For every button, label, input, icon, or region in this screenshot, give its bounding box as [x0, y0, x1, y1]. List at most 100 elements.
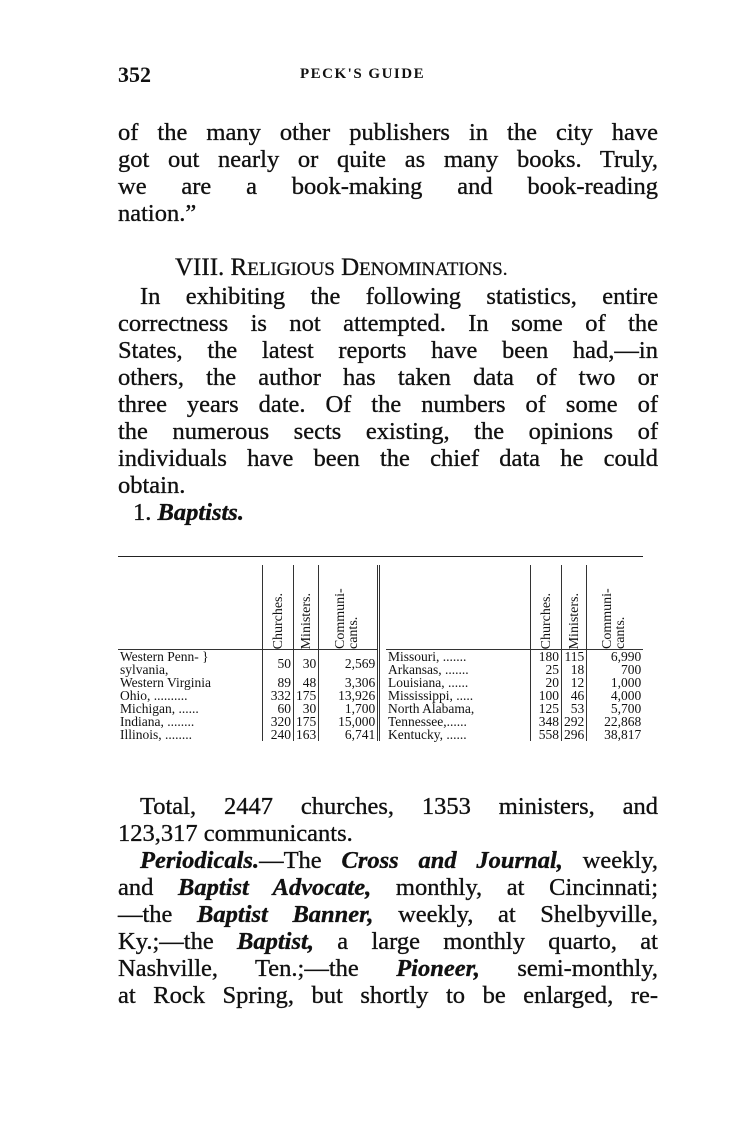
page-number: 352: [118, 62, 151, 87]
table-row: Arkansas, ....... 25 18 700: [386, 662, 644, 677]
table-top-rule: [118, 556, 643, 557]
churches-value: 240: [262, 728, 294, 741]
state-name: Ohio, ..........: [120, 688, 188, 703]
heading-word: ELIGIOUS: [247, 259, 335, 280]
table-row: Louisiana, ...... 20 12 1,000: [386, 676, 644, 689]
text-line: of the many other publishers in the city…: [118, 119, 658, 146]
state-name: Illinois, ........: [120, 727, 193, 742]
ministers-value: 48: [292, 676, 319, 689]
table-row: Ohio, .......... 332 175 13,926: [118, 688, 381, 703]
table-row: Tennessee,...... 348 292 22,868: [386, 714, 644, 729]
subheading-number: 1.: [133, 499, 152, 526]
ministers-value: 53: [560, 702, 587, 715]
table-row: Mississippi, ..... 100 46 4,000: [386, 689, 644, 702]
state-name: Indiana, ........: [120, 714, 195, 729]
text-line: Nashville, Ten.;—the Pioneer, semi-month…: [118, 955, 658, 982]
communicants-value: 22,868: [586, 715, 644, 728]
churches-value: 25: [530, 663, 562, 676]
text-line: Ky.;—the Baptist, a large monthly quarto…: [118, 928, 658, 955]
ministers-value: 18: [560, 663, 587, 676]
ministers-value: 292: [560, 715, 587, 728]
communicants-value: 2,569: [318, 649, 381, 676]
ministers-value: 296: [560, 728, 587, 741]
table-row: North Alabama, 125 53 5,700: [386, 701, 644, 716]
text-line: three years date. Of the numbers of some…: [118, 391, 658, 418]
heading-cap: D: [341, 254, 360, 281]
communicants-value: 1,000: [586, 676, 644, 689]
text-line: 123,317 communicants.: [118, 820, 353, 847]
state-name: Kentucky, ......: [388, 727, 467, 742]
communicants-value: 38,817: [586, 728, 644, 741]
ministers-value: 115: [560, 649, 587, 663]
subheading: 1. Baptists.: [133, 499, 673, 526]
text-line: Periodicals.—The Cross and Journal, week…: [140, 847, 658, 874]
col-ministers: Ministers.: [292, 565, 319, 650]
header-blank: [386, 565, 531, 650]
subheading-title: Baptists.: [157, 499, 244, 526]
ministers-value: 30: [292, 649, 319, 676]
communicants-value: 3,306: [318, 676, 381, 689]
churches-value: 558: [530, 728, 562, 741]
churches-value: 50: [262, 649, 294, 676]
state-name: Western Virginia: [120, 675, 211, 690]
text-line: and Baptist Advocate, monthly, at Cincin…: [118, 874, 658, 901]
ministers-value: 175: [292, 715, 319, 728]
col-churches: Churches.: [530, 565, 562, 650]
heading-word: ENOMINATIONS.: [359, 259, 508, 280]
heading-cap: R: [230, 254, 248, 281]
running-head: PECK'S GUIDE: [300, 66, 426, 82]
col-communicants: Communi-cants.: [586, 565, 644, 650]
churches-value: 320: [262, 715, 294, 728]
text-line: others, the author has taken data of two…: [118, 364, 658, 391]
text-line: got out nearly or quite as many books. T…: [118, 146, 658, 173]
baptist-table-left: Churches. Ministers. Communi-cants. West…: [118, 565, 381, 742]
text-line: individuals have been the chief data he …: [118, 445, 658, 472]
communicants-value: 5,700: [586, 702, 644, 715]
text-line: obtain.: [118, 472, 186, 499]
text-line: States, the latest reports have been had…: [118, 337, 658, 364]
col-ministers: Ministers.: [560, 565, 587, 650]
churches-value: 348: [530, 715, 562, 728]
table-row: Illinois, ........ 240 163 6,741: [118, 727, 381, 742]
churches-value: 60: [262, 702, 294, 715]
ministers-value: 163: [292, 728, 319, 741]
communicants-value: 700: [586, 663, 644, 676]
table-row: Western Virginia 89 48 3,306: [118, 675, 381, 690]
text-line: we are a book-making and book-reading: [118, 173, 658, 200]
col-churches: Churches.: [262, 565, 294, 650]
text-line: correctness is not attempted. In some of…: [118, 310, 658, 337]
state-name: Arkansas, .......: [388, 662, 469, 677]
table-row: Missouri, ....... 180 115 6,990: [386, 649, 644, 664]
churches-value: 89: [262, 676, 294, 689]
churches-value: 125: [530, 702, 562, 715]
heading-number: VIII.: [175, 254, 225, 281]
baptist-table-right: Churches. Ministers. Communi-cants. Miss…: [386, 565, 644, 742]
col-communicants: Communi-cants.: [318, 565, 381, 650]
state-name: Michigan, ......: [120, 701, 199, 716]
churches-value: 332: [262, 689, 294, 702]
churches-value: 20: [530, 676, 562, 689]
header-blank: [118, 565, 263, 650]
state-name: Western Penn- } sylvania,: [120, 649, 209, 677]
text-line: the numerous sects existing, the opinion…: [118, 418, 658, 445]
communicants-value: 6,990: [586, 649, 644, 663]
table-row: Michigan, ...... 60 30 1,700: [118, 701, 381, 716]
ministers-value: 175: [292, 689, 319, 702]
ministers-value: 12: [560, 676, 587, 689]
ministers-value: 46: [560, 689, 587, 702]
table-row: Western Penn- } sylvania, 50 30 2,569: [118, 649, 381, 677]
text-line: —the Baptist Banner, weekly, at Shelbyvi…: [118, 901, 658, 928]
churches-value: 180: [530, 649, 562, 663]
ministers-value: 30: [292, 702, 319, 715]
section-heading: VIII. RELIGIOUS DENOMINATIONS.: [175, 254, 508, 282]
state-name: North Alabama,: [388, 701, 475, 716]
communicants-value: 6,741: [318, 728, 381, 741]
communicants-value: 13,926: [318, 689, 381, 702]
state-name: Missouri, .......: [388, 649, 467, 664]
state-name: Tennessee,......: [388, 714, 467, 729]
text-line: at Rock Spring, but shortly to be enlarg…: [118, 982, 658, 1009]
communicants-value: 4,000: [586, 689, 644, 702]
communicants-value: 15,000: [318, 715, 381, 728]
table-row: Indiana, ........ 320 175 15,000: [118, 714, 381, 729]
text-line: nation.”: [118, 200, 197, 227]
